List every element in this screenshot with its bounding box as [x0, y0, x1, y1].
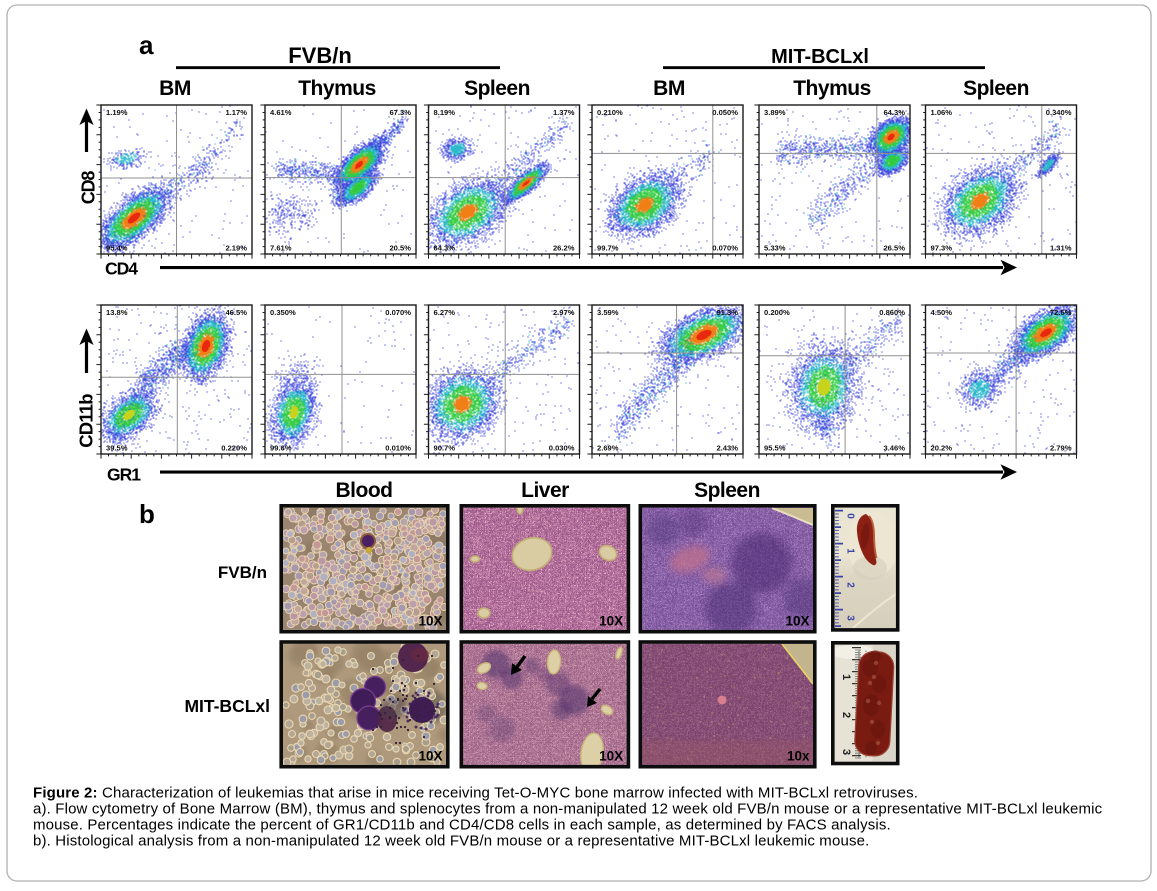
- svg-text:2.97%: 2.97%: [553, 308, 575, 317]
- svg-text:10X: 10X: [418, 748, 442, 763]
- svg-text:MIT-BCLxl: MIT-BCLxl: [184, 696, 270, 716]
- svg-text:MIT-BCLxl: MIT-BCLxl: [771, 46, 869, 68]
- svg-text:Spleen: Spleen: [464, 77, 530, 100]
- svg-text:2.43%: 2.43%: [716, 443, 738, 452]
- svg-text:Spleen: Spleen: [963, 77, 1029, 100]
- svg-text:91.3%: 91.3%: [716, 308, 738, 317]
- svg-text:b: b: [139, 499, 155, 529]
- svg-text:99.6%: 99.6%: [270, 443, 292, 452]
- svg-text:Thymus: Thymus: [793, 77, 871, 100]
- svg-text:64.3%: 64.3%: [883, 108, 905, 117]
- svg-text:BM: BM: [159, 77, 191, 100]
- svg-text:0.010%: 0.010%: [385, 443, 411, 452]
- svg-text:2.19%: 2.19%: [225, 243, 247, 252]
- svg-text:26.5%: 26.5%: [883, 243, 905, 252]
- svg-text:0.340%: 0.340%: [1046, 108, 1072, 117]
- svg-text:a). Flow cytometry of Bone Mar: a). Flow cytometry of Bone Marrow (BM), …: [33, 801, 1103, 818]
- svg-text:4.61%: 4.61%: [270, 108, 292, 117]
- svg-text:2.79%: 2.79%: [1050, 443, 1072, 452]
- svg-text:39.5%: 39.5%: [106, 443, 128, 452]
- svg-text:20.5%: 20.5%: [389, 243, 411, 252]
- svg-text:BM: BM: [653, 77, 685, 100]
- svg-text:2: 2: [845, 582, 856, 588]
- svg-text:1: 1: [845, 548, 856, 554]
- svg-text:95.4%: 95.4%: [106, 243, 128, 252]
- svg-text:26.2%: 26.2%: [553, 243, 575, 252]
- svg-text:a: a: [139, 30, 154, 60]
- svg-text:64.3%: 64.3%: [434, 243, 456, 252]
- svg-text:72.5%: 72.5%: [1050, 308, 1072, 317]
- svg-text:95.5%: 95.5%: [764, 443, 786, 452]
- svg-text:Liver: Liver: [521, 479, 569, 502]
- svg-text:3.59%: 3.59%: [597, 308, 619, 317]
- svg-text:b). Histological analysis from: b). Histological analysis from a non-man…: [33, 833, 869, 850]
- svg-text:8.19%: 8.19%: [434, 108, 456, 117]
- svg-text:6.27%: 6.27%: [434, 308, 456, 317]
- svg-text:10x: 10x: [787, 748, 810, 763]
- svg-text:1.19%: 1.19%: [106, 108, 128, 117]
- svg-text:1.06%: 1.06%: [931, 108, 953, 117]
- svg-text:10X: 10X: [785, 613, 809, 628]
- svg-text:0.350%: 0.350%: [270, 308, 296, 317]
- svg-text:0: 0: [845, 513, 856, 519]
- svg-text:0.200%: 0.200%: [764, 308, 790, 317]
- svg-text:1.17%: 1.17%: [225, 108, 247, 117]
- svg-text:2: 2: [840, 712, 852, 718]
- svg-text:FVB/n: FVB/n: [218, 563, 267, 582]
- svg-text:20.2%: 20.2%: [931, 443, 953, 452]
- svg-text:13.8%: 13.8%: [106, 308, 128, 317]
- svg-text:99.7%: 99.7%: [597, 243, 619, 252]
- svg-text:2.69%: 2.69%: [597, 443, 619, 452]
- svg-text:5.33%: 5.33%: [764, 243, 786, 252]
- svg-text:10X: 10X: [418, 613, 442, 628]
- svg-text:3.46%: 3.46%: [883, 443, 905, 452]
- svg-text:4.50%: 4.50%: [931, 308, 953, 317]
- svg-text:7.61%: 7.61%: [270, 243, 292, 252]
- svg-text:0.860%: 0.860%: [879, 308, 905, 317]
- svg-text:67.3%: 67.3%: [389, 108, 411, 117]
- svg-text:0.070%: 0.070%: [712, 243, 738, 252]
- svg-text:mouse. Percentages indicate th: mouse. Percentages indicate the percent …: [33, 817, 891, 834]
- svg-text:97.3%: 97.3%: [931, 243, 953, 252]
- svg-text:Figure 2: Characterization of: Figure 2: Characterization of leukemias …: [33, 785, 918, 802]
- svg-text:Thymus: Thymus: [298, 77, 376, 100]
- svg-text:0.050%: 0.050%: [712, 108, 738, 117]
- svg-text:0.030%: 0.030%: [549, 443, 575, 452]
- svg-text:Spleen: Spleen: [694, 479, 760, 502]
- svg-text:90.7%: 90.7%: [434, 443, 456, 452]
- svg-text:1: 1: [840, 674, 852, 680]
- svg-text:1.31%: 1.31%: [1050, 243, 1072, 252]
- svg-text:GR1: GR1: [107, 465, 141, 485]
- svg-text:0.070%: 0.070%: [385, 308, 411, 317]
- svg-text:0.220%: 0.220%: [221, 443, 247, 452]
- svg-text:FVB/n: FVB/n: [288, 43, 352, 68]
- svg-text:0.210%: 0.210%: [597, 108, 623, 117]
- svg-text:3.89%: 3.89%: [764, 108, 786, 117]
- svg-text:10X: 10X: [599, 613, 623, 628]
- svg-text:3: 3: [840, 749, 852, 755]
- svg-text:46.5%: 46.5%: [225, 308, 247, 317]
- svg-text:CD4: CD4: [105, 259, 138, 279]
- svg-text:10X: 10X: [599, 748, 623, 763]
- svg-text:1.37%: 1.37%: [553, 108, 575, 117]
- svg-text:CD11b: CD11b: [76, 394, 97, 448]
- svg-text:3: 3: [845, 615, 856, 621]
- svg-text:Blood: Blood: [336, 479, 393, 502]
- svg-text:CD8: CD8: [79, 171, 99, 205]
